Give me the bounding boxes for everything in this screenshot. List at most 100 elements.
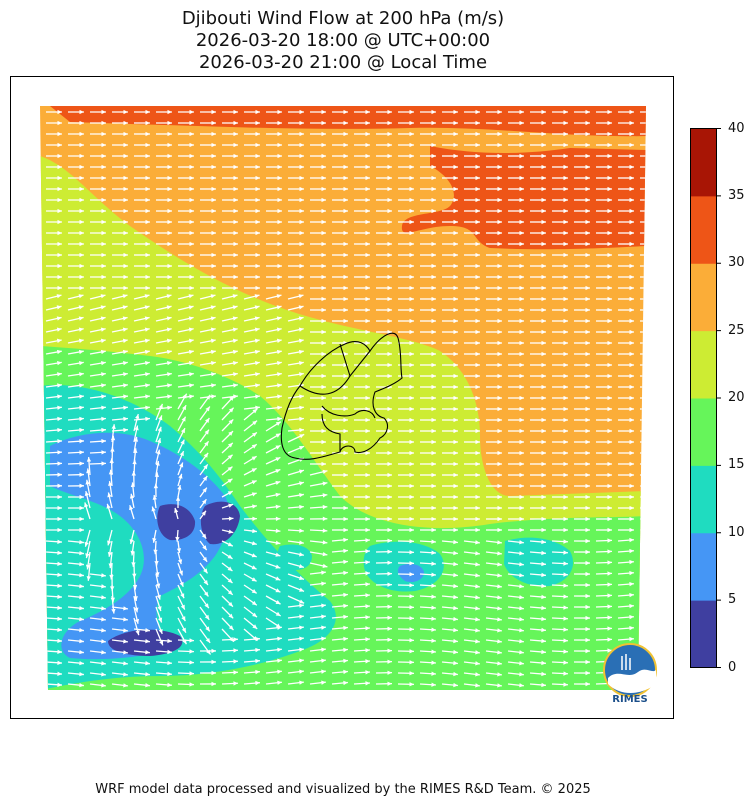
wind-arrow-head [629, 384, 634, 390]
wind-arrow-head [453, 252, 458, 258]
wind-arrow-head [56, 305, 62, 310]
wind-arrow-head [343, 186, 348, 192]
wind-arrow-head [365, 516, 370, 522]
wind-arrow-head [475, 617, 480, 622]
wind-arrow-head [178, 570, 183, 576]
wind-arrow-head [409, 164, 414, 170]
wind-arrow-head [387, 582, 392, 587]
footer-credit: WRF model data processed and visualized … [95, 782, 591, 797]
wind-arrow-head [343, 472, 348, 478]
wind-arrow-head [211, 274, 216, 280]
wind-arrow-head [299, 427, 304, 433]
wind-arrow-head [189, 164, 194, 170]
wind-arrow-head [365, 648, 370, 653]
wind-arrow-head [475, 584, 480, 589]
wind-arrow-head [365, 549, 370, 554]
wind-arrow-head [585, 505, 590, 511]
wind-arrow-head [497, 639, 502, 644]
border-gulf [321, 405, 376, 419]
wind-arrow-head [409, 417, 414, 423]
wind-arrow-head [475, 175, 480, 181]
wind-arrow-head [322, 481, 328, 486]
wind-arrow-head [123, 394, 128, 399]
wind-arrow-head [321, 208, 326, 214]
wind-arrow-head [431, 406, 436, 412]
wind-arrow-head [475, 472, 480, 478]
wind-arrow-head [343, 570, 348, 576]
wind-arrow-head [101, 120, 106, 126]
wind-arrow-head [475, 639, 480, 644]
wind-arrow-head [343, 614, 348, 620]
wind-arrow-head [100, 360, 106, 366]
wind-arrow-head [519, 472, 524, 478]
wind-arrow-head [585, 263, 590, 269]
wind-arrow-head [431, 616, 436, 621]
wind-arrow-head [57, 616, 62, 621]
wind-arrow-head [321, 329, 326, 335]
wind-arrow-head [189, 682, 194, 687]
wind-arrow-head [299, 109, 304, 115]
wind-arrow-head [651, 143, 656, 147]
wind-arrow-head [387, 604, 392, 609]
wind-arrow-head [563, 153, 568, 159]
wind-arrow-head [123, 142, 128, 148]
wind-arrow-head [321, 197, 326, 203]
wind-arrow-head [189, 372, 194, 377]
wind-arrow-head [79, 671, 84, 677]
wind-arrow-head [563, 572, 568, 577]
wind-arrow-head [211, 285, 216, 291]
wind-arrow-head [343, 537, 348, 543]
wind-arrow-head [123, 405, 128, 410]
wind-arrow-head [275, 576, 281, 581]
wind-arrow-head [211, 208, 216, 214]
wind-arrow-head [563, 649, 568, 654]
wind-arrow-head [431, 219, 436, 225]
wind-arrow-head [519, 628, 524, 633]
wind-arrow-head [275, 552, 281, 557]
wind-arrow-head [123, 383, 128, 388]
wind-arrow-head [255, 658, 260, 664]
wind-arrow-head [343, 439, 348, 445]
wind-arrow-head [321, 439, 326, 445]
wind-arrow-head [519, 439, 524, 445]
wind-arrow-head [129, 505, 134, 511]
wind-arrow-head [205, 637, 211, 643]
wind-arrow-head [629, 131, 634, 137]
wind-arrow-head [365, 186, 370, 192]
wind-arrow-head [519, 483, 524, 489]
wind-arrow-head [100, 338, 106, 343]
wind-arrow-head [251, 577, 257, 582]
wind-arrow-head [167, 252, 172, 258]
wind-arrow-head [79, 439, 84, 444]
wind-arrow-head [365, 241, 370, 247]
wind-arrow-head [519, 406, 524, 412]
wind-arrow-head [629, 537, 634, 543]
wind-arrow-head [519, 505, 524, 511]
wind-arrow-head [188, 305, 194, 310]
wind-arrow-head [298, 360, 304, 366]
wind-arrow-head [453, 131, 458, 137]
wind-arrow-head [123, 372, 128, 377]
wind-map [40, 106, 656, 690]
wind-arrow-head [497, 197, 502, 203]
wind-arrow-head [275, 433, 281, 438]
wind-arrow-head [134, 425, 139, 431]
wind-arrow-head [497, 439, 502, 445]
wind-arrow-head [563, 583, 568, 588]
wind-arrow-head [174, 507, 179, 513]
wind-arrow-head [519, 142, 524, 148]
wind-arrow-head [101, 241, 106, 247]
wind-arrow-head [541, 505, 546, 511]
wind-arrow-head [453, 505, 458, 511]
wind-arrow-head [167, 383, 172, 388]
wind-arrow-head [79, 583, 84, 589]
colorbar-band [690, 195, 717, 264]
wind-arrow-head [431, 561, 436, 566]
wind-arrow-head [497, 516, 502, 522]
wind-arrow-head [607, 483, 612, 489]
wind-arrow-head [123, 120, 128, 126]
wind-arrow-head [651, 626, 656, 630]
wind-arrow-head [252, 420, 258, 426]
wind-arrow-head [453, 461, 458, 467]
wind-arrow-head [321, 570, 326, 575]
